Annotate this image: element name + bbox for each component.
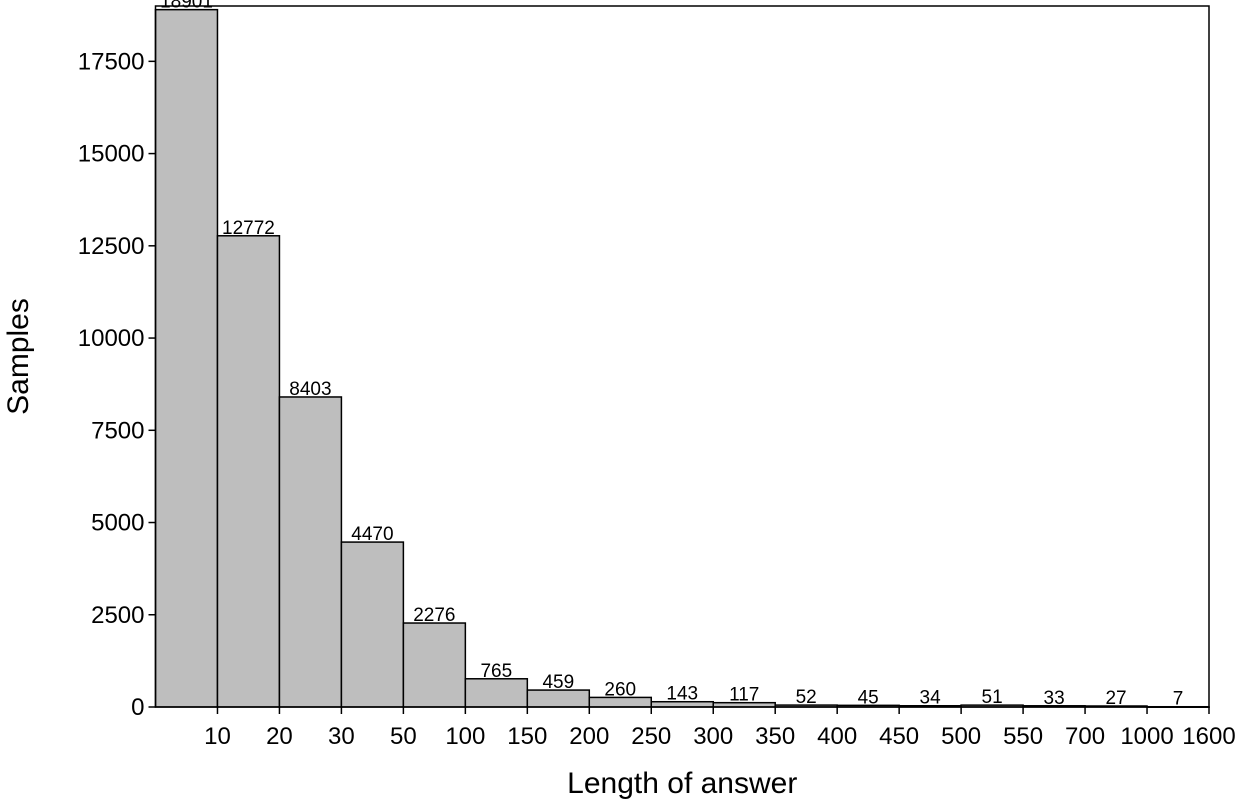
y-tick-label: 0 (131, 694, 144, 721)
bar-value-label: 12772 (222, 218, 275, 239)
x-tick-label: 700 (1065, 723, 1105, 750)
bar (154, 8, 219, 708)
x-tick-label: 1000 (1120, 723, 1173, 750)
bar-value-label: 27 (1105, 688, 1126, 709)
y-tick-label: 10000 (78, 325, 145, 352)
bar-value-label: 459 (542, 672, 574, 693)
bar-value-label: 7 (1173, 689, 1184, 710)
y-tick-label: 2500 (91, 602, 144, 629)
bar-value-label: 8403 (289, 379, 331, 400)
y-tick-label: 5000 (91, 510, 144, 537)
bar (278, 396, 343, 708)
y-tick-label: 17500 (78, 48, 145, 75)
bar-value-label: 260 (604, 679, 636, 700)
bar-value-label: 4470 (351, 524, 393, 545)
x-tick-label: 250 (631, 723, 671, 750)
y-tick-label: 15000 (78, 141, 145, 168)
bar-value-label: 2276 (413, 605, 455, 626)
y-axis: 0 2500 5000 7500 10000 12500 15000 17500 (78, 48, 156, 721)
x-tick-label: 150 (507, 723, 547, 750)
x-tick-label: 550 (1003, 723, 1043, 750)
y-axis-title: Samples (2, 298, 35, 415)
x-tick-label: 300 (693, 723, 733, 750)
bar-value-label: 52 (796, 687, 817, 708)
x-tick-label: 50 (390, 723, 417, 750)
x-tick-label: 30 (328, 723, 355, 750)
x-tick-label: 350 (755, 723, 795, 750)
x-tick-label: 200 (569, 723, 609, 750)
bar-value-label: 117 (729, 685, 759, 706)
bar-value-label: 143 (666, 684, 698, 705)
y-tick-label: 7500 (91, 417, 144, 444)
bar-value-label: 765 (480, 661, 512, 682)
x-tick-label: 20 (266, 723, 293, 750)
x-tick-label: 500 (941, 723, 981, 750)
bar (402, 622, 467, 708)
x-axis: 10 20 30 50 100 150 200 250 300 350 400 450 500 550 70… (204, 707, 1236, 750)
bar-value-label: 45 (858, 687, 879, 708)
x-tick-label: 100 (445, 723, 485, 750)
x-tick-label: 1600 (1182, 723, 1235, 750)
x-tick-label: 10 (204, 723, 231, 750)
y-tick-label: 12500 (78, 233, 145, 260)
bar-value-label: 51 (982, 687, 1003, 708)
bars-group (154, 8, 1210, 708)
x-axis-title: Length of answer (567, 767, 797, 800)
bar (216, 235, 281, 708)
bar (340, 541, 405, 708)
plot-frame (154, 5, 1210, 708)
x-tick-label: 450 (879, 723, 919, 750)
bar-value-label: 33 (1044, 688, 1065, 709)
bar (464, 678, 529, 708)
bar-value-label: 34 (920, 688, 942, 709)
x-tick-label: 400 (817, 723, 857, 750)
